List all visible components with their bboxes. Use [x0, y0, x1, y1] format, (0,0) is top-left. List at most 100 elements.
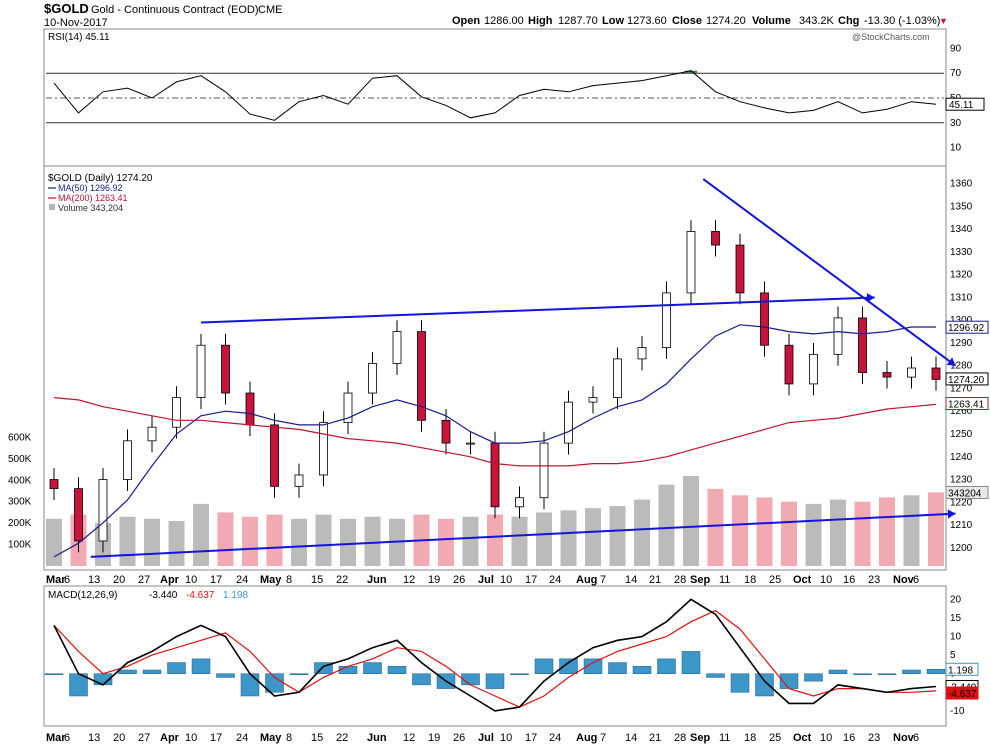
- price-tick-label: 1240: [950, 452, 973, 463]
- high-label: High: [528, 15, 553, 27]
- volume-bar: [756, 497, 773, 566]
- x-axis-label: 7: [600, 574, 606, 586]
- ma50-line: [53, 324, 936, 558]
- macd-legend-macd: -3.440: [149, 590, 178, 601]
- volume-bar: [168, 521, 185, 566]
- volume-tick-label: 300K: [8, 497, 32, 508]
- x-axis-label: May: [260, 574, 282, 586]
- candle-body: [466, 442, 475, 445]
- close-value-label-box: [945, 372, 989, 386]
- x-axis-label: 14: [625, 574, 637, 586]
- volume-bar: [805, 503, 822, 566]
- x-axis-label: 25: [769, 574, 781, 586]
- candle-body: [858, 317, 867, 373]
- macd-histogram-bar: [828, 669, 848, 674]
- low-value: 1273.60: [627, 15, 667, 27]
- candle-body: [417, 331, 426, 421]
- x-axis-label: Mar: [46, 732, 66, 744]
- x-axis-label: 22: [336, 574, 348, 586]
- ohlc-summary: Open 1286.00 High 1287.70 Low 1273.60 Cl…: [452, 15, 948, 27]
- candle-body: [760, 292, 769, 346]
- candle-body: [368, 363, 377, 394]
- open-value: 1286.00: [484, 15, 524, 27]
- x-axis-label: 12: [403, 732, 415, 744]
- macd-histogram-bar: [902, 669, 921, 674]
- downtrend-line: [702, 178, 957, 367]
- candle-body: [613, 358, 622, 398]
- rsi-tick-label: 70: [950, 68, 962, 79]
- volume-tick-label: 200K: [8, 518, 32, 529]
- candle-body: [662, 292, 671, 348]
- price-legend-title: $GOLD (Daily) 1274.20: [48, 173, 153, 184]
- x-axis-label: 18: [744, 732, 756, 744]
- macd-histogram-bar: [216, 673, 235, 678]
- macd-histogram-bar: [485, 673, 505, 689]
- x-axis-label: 10: [500, 574, 512, 586]
- candle-body: [711, 231, 720, 246]
- rsi-tick-label: 90: [950, 43, 962, 54]
- candle-body: [515, 497, 524, 508]
- price-tick-label: 1250: [950, 429, 973, 440]
- x-axis-label: 6: [913, 732, 919, 744]
- high-value: 1287.70: [558, 15, 598, 27]
- candle-body: [270, 424, 279, 487]
- x-axis-label: Aug: [576, 574, 597, 586]
- ma50-value-label-box: [945, 320, 989, 334]
- candle-body: [392, 331, 402, 364]
- price-tick-label: 1310: [950, 292, 973, 303]
- x-axis-label: 7: [600, 732, 606, 744]
- macd-legend-hist: 1.198: [223, 590, 248, 601]
- volume-legend-swatch: [49, 204, 55, 210]
- volume-bar: [315, 514, 332, 566]
- macd-signal-line: [53, 609, 937, 708]
- ma50-value-label: 1296.92: [948, 323, 985, 334]
- x-axis-label: 28: [674, 574, 686, 586]
- volume-bar: [242, 516, 258, 566]
- x-axis-label: 13: [88, 732, 100, 744]
- volume-bar: [903, 495, 920, 566]
- candle-body: [882, 372, 892, 378]
- macd-histogram-bar: [755, 673, 774, 697]
- x-axis-label: Sep: [690, 732, 710, 744]
- volume-bar: [634, 499, 650, 566]
- x-axis-label: Aug: [576, 732, 597, 744]
- volume-bar: [487, 514, 503, 566]
- price-tick-label: 1290: [950, 338, 973, 349]
- candle-body: [637, 347, 647, 360]
- x-axis-label: May: [260, 732, 282, 744]
- x-axis-label: 22: [336, 732, 348, 744]
- x-axis-label: 6: [913, 574, 919, 586]
- x-axis-label: Apr: [160, 574, 180, 586]
- volume-tick-label: 400K: [8, 475, 32, 486]
- macd-histogram-bar: [338, 666, 358, 674]
- volume-label: Volume: [752, 15, 791, 27]
- x-axis-label: 15: [311, 732, 323, 744]
- x-axis-label: 21: [649, 574, 661, 586]
- volume-bar: [511, 516, 528, 566]
- price-tick-label: 1220: [950, 497, 973, 508]
- volume-bar: [340, 518, 356, 566]
- macd-layer: 20151050-5-101.198-3.440-4.637: [44, 594, 979, 717]
- volume-tick-label: 100K: [8, 540, 32, 551]
- price-tick-label: 1340: [950, 224, 973, 235]
- candle-body: [784, 344, 794, 385]
- x-axis-label: 13: [88, 574, 100, 586]
- chart-date: 10-Nov-2017: [44, 17, 108, 29]
- rsi-line: [53, 70, 937, 121]
- macd-histogram-bar: [240, 673, 260, 697]
- x-axis-label: 24: [549, 732, 561, 744]
- price-tick-label: 1270: [950, 383, 973, 394]
- x-axis-label: Jul: [478, 574, 494, 586]
- x-axis-label: Jul: [478, 732, 494, 744]
- x-axis-label: 28: [674, 732, 686, 744]
- x-axis-label: 18: [744, 574, 756, 586]
- candle-body: [49, 479, 59, 490]
- macd-legend-signal: -4.637: [186, 590, 215, 601]
- x-axis-label: 19: [428, 574, 440, 586]
- chg-value: -13.30 (-1.03%): [864, 15, 940, 27]
- macd-histogram-bar: [608, 662, 627, 674]
- candle-body: [539, 442, 549, 499]
- rsi-tick-label: 30: [950, 118, 962, 129]
- macd-histogram-bar: [510, 673, 529, 675]
- close-label: Close: [672, 15, 702, 27]
